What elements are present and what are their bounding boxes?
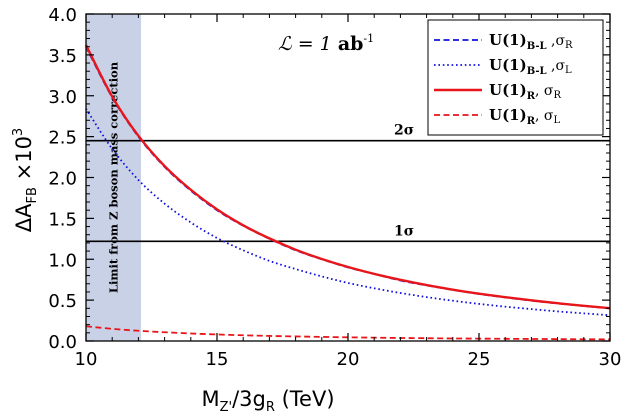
legend-entry-3: U(1)R, σL: [489, 106, 561, 127]
luminosity-annotation: ℒ = 1 ab-1: [278, 32, 374, 55]
y-tick-label: 1.5: [48, 209, 77, 230]
y-tick-label: 2.5: [48, 128, 77, 149]
series-line-1: [85, 108, 611, 317]
x-axis-label: MZ'/3gR (TeV): [201, 387, 334, 415]
y-tick-label: 3.5: [48, 46, 77, 67]
y-tick-label: 0.5: [48, 291, 77, 312]
x-tick-label: 30: [599, 349, 622, 370]
legend-entry-0: U(1)B-L ,σR: [489, 31, 573, 52]
legend-entry-1: U(1)B-L ,σL: [489, 56, 572, 77]
y-tick-label: 4.0: [48, 5, 77, 26]
x-tick-label: 10: [75, 349, 98, 370]
y-axis-ticks: 0.0 0.5 1.0 1.5 2.0 2.5 3.0 3.5 4.0: [48, 5, 610, 353]
significance-lines: 2σ 1σ: [86, 123, 610, 243]
y-tick-label: 0.0: [48, 332, 77, 353]
hline-label-1: 1σ: [394, 223, 414, 239]
x-tick-label: 25: [468, 349, 491, 370]
excluded-region-label: Limit from Z boson mass correction: [107, 61, 121, 293]
legend: U(1)B-L ,σR U(1)B-L ,σL U(1)R, σR U(1)R, σL: [427, 19, 604, 136]
hline-label-0: 2σ: [394, 123, 414, 139]
y-tick-label: 1.0: [48, 250, 77, 271]
excluded-region-band: [86, 14, 142, 341]
x-tick-label: 15: [206, 349, 229, 370]
series-line-2: [84, 44, 611, 310]
y-tick-label: 2.0: [48, 169, 77, 190]
y-tick-label: 3.0: [48, 87, 77, 108]
legend-entry-2: U(1)R, σR: [489, 81, 562, 102]
y-axis-label: ΔAFB ×103: [11, 128, 40, 232]
x-tick-label: 20: [337, 349, 360, 370]
